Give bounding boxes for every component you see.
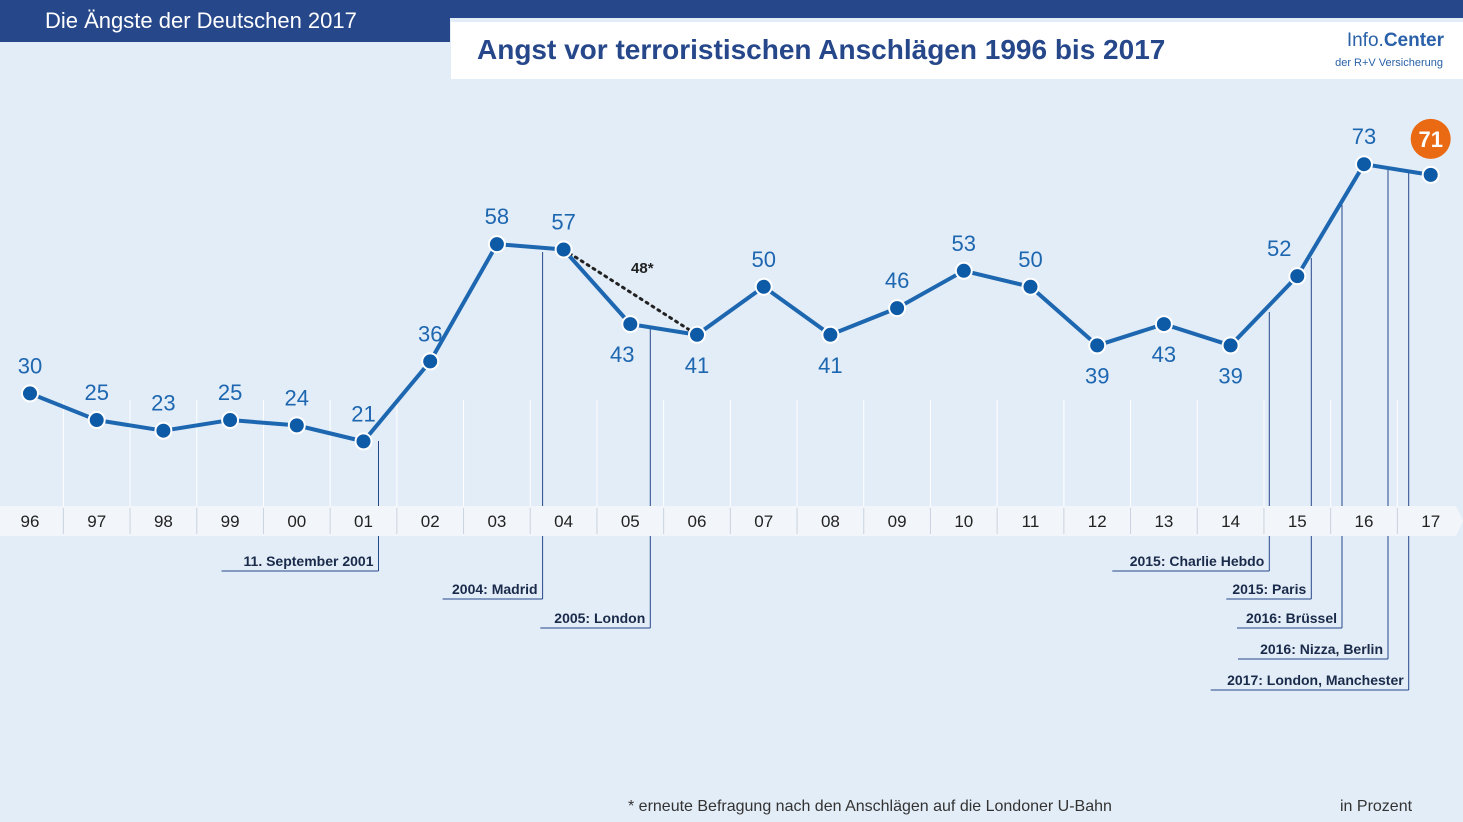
series-line — [29, 162, 1432, 444]
x-tick-label: 06 — [688, 512, 707, 531]
highlight-value-label: 71 — [1418, 127, 1442, 152]
x-tick-label: 15 — [1288, 512, 1307, 531]
x-tick-label: 04 — [554, 512, 573, 531]
event-label: 2005: London — [554, 610, 645, 626]
title-box: Angst vor terroristischen Anschlägen 199… — [451, 22, 1463, 79]
axis-arrow — [1456, 506, 1463, 536]
x-tick-label: 00 — [287, 512, 306, 531]
series-line-path — [29, 162, 1432, 444]
logo-main-text: Info. — [1346, 30, 1384, 51]
data-point — [154, 421, 173, 440]
x-tick-label: 12 — [1088, 512, 1107, 531]
data-label: 21 — [351, 401, 375, 426]
x-tick-label: 02 — [421, 512, 440, 531]
event-label: 2016: Brüssel — [1246, 610, 1337, 626]
data-label: 46 — [885, 268, 909, 293]
data-label: 52 — [1267, 236, 1291, 261]
data-label: 25 — [218, 380, 242, 405]
data-points — [21, 155, 1440, 451]
x-tick-label: 05 — [621, 512, 640, 531]
data-label: 58 — [485, 204, 509, 229]
data-point — [21, 384, 39, 403]
highlight-badge — [1410, 118, 1451, 159]
x-tick-label: 11 — [1022, 512, 1040, 531]
data-point — [1355, 155, 1373, 174]
x-tick-label: 13 — [1154, 512, 1173, 531]
data-point — [688, 325, 706, 344]
data-point — [1421, 165, 1440, 184]
event-label: 2015: Paris — [1232, 581, 1306, 597]
event-label: 2017: London, Manchester — [1227, 672, 1404, 688]
data-label: 23 — [151, 391, 175, 416]
grid-lines — [62, 400, 1398, 506]
chart-title: Angst vor terroristischen Anschlägen 199… — [477, 34, 1166, 65]
logo-accent-text: Center — [1383, 30, 1444, 51]
logo: Info.Center — [1347, 30, 1444, 52]
data-point — [1288, 267, 1307, 286]
x-tick-label: 03 — [487, 512, 506, 531]
data-label: 43 — [610, 342, 634, 367]
data-label: 39 — [1218, 363, 1242, 388]
data-label: 43 — [1152, 342, 1176, 367]
data-point — [888, 299, 907, 318]
data-point — [1154, 315, 1173, 334]
event-annotations: 11. September 2001 2004: Madrid 2005: Lond… — [221, 168, 1410, 691]
data-point — [421, 352, 440, 371]
data-point — [1088, 336, 1107, 355]
x-tick-label: 01 — [354, 512, 373, 531]
data-point — [954, 261, 973, 280]
event-label: 2015: Charlie Hebdo — [1130, 553, 1265, 569]
data-point — [354, 432, 373, 451]
x-tick-label: 08 — [821, 512, 840, 531]
data-label: 73 — [1352, 124, 1376, 149]
x-tick-label: 98 — [154, 512, 173, 531]
data-point — [621, 315, 640, 334]
event-label: 2016: Nizza, Berlin — [1260, 641, 1383, 657]
data-labels: 30 25 23 25 24 21 36 58 57 43 41 50 41 46 53 50 39 43 39 52… — [18, 118, 1451, 426]
data-label: 50 — [751, 247, 775, 272]
logo-subtitle: der R+V Versicherung — [1335, 57, 1443, 69]
x-tick-label: 17 — [1421, 512, 1440, 531]
resurvey-label: 48* — [631, 260, 654, 277]
data-label: 25 — [84, 380, 108, 405]
data-point — [821, 325, 840, 344]
axis-band — [0, 506, 1456, 536]
data-label: 41 — [685, 353, 709, 378]
x-tick-label: 97 — [87, 512, 106, 531]
data-point — [487, 235, 506, 254]
x-axis: 96 97 98 99 00 01 02 03 04 05 06 07 08 09 10 11 12 13 14 15… — [0, 506, 1463, 536]
unit-label: in Prozent — [1340, 798, 1413, 815]
event-label: 2004: Madrid — [452, 581, 538, 597]
data-label: 36 — [418, 321, 442, 346]
footnote: * erneute Befragung nach den Anschlägen … — [628, 798, 1112, 815]
x-tick-label: 10 — [954, 512, 973, 531]
x-tick-label: 96 — [21, 512, 40, 531]
x-tick-label: 07 — [754, 512, 773, 531]
data-label: 30 — [18, 353, 42, 378]
data-label: 41 — [818, 353, 842, 378]
data-point — [87, 411, 106, 430]
x-tick-label: 14 — [1221, 512, 1240, 531]
x-tick-label: 99 — [221, 512, 240, 531]
data-point — [1221, 336, 1240, 355]
x-tick-label: 16 — [1355, 512, 1374, 531]
data-point — [754, 277, 773, 296]
data-label: 39 — [1085, 363, 1109, 388]
data-point — [554, 240, 573, 259]
data-label: 53 — [952, 231, 976, 256]
data-point — [1021, 277, 1040, 296]
x-tick-label: 09 — [888, 512, 907, 531]
resurvey-dotted-line — [562, 247, 699, 337]
data-label: 57 — [551, 209, 575, 234]
event-label: 11. September 2001 — [244, 553, 374, 569]
data-label: 50 — [1018, 247, 1042, 272]
section-title: Die Ängste der Deutschen 2017 — [0, 0, 450, 42]
data-point — [221, 411, 240, 430]
data-point — [287, 416, 306, 435]
data-label: 24 — [285, 385, 309, 410]
